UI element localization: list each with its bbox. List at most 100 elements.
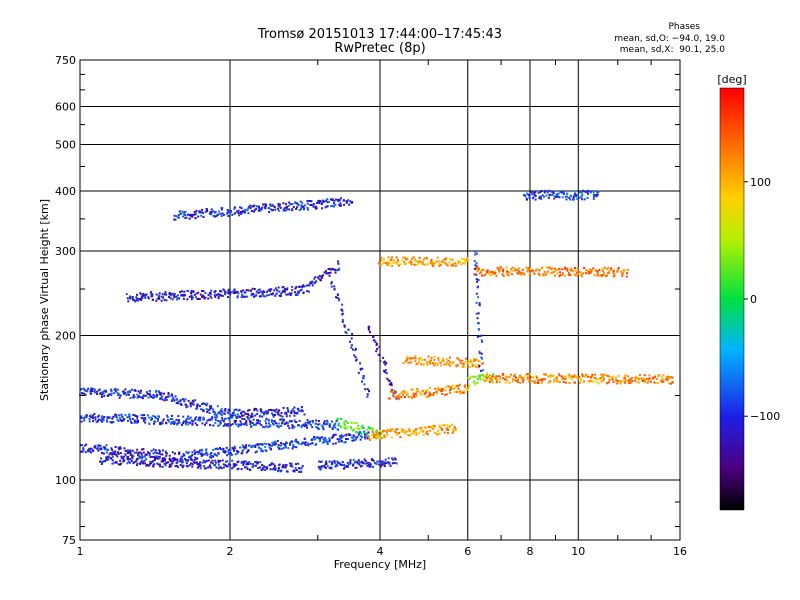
data-point	[354, 356, 357, 359]
data-point	[278, 463, 281, 466]
data-point	[631, 377, 634, 379]
data-point	[89, 450, 91, 453]
data-point	[353, 354, 356, 357]
data-point	[210, 418, 213, 421]
data-point	[482, 268, 485, 271]
data-point	[182, 398, 185, 401]
data-point	[217, 459, 220, 462]
data-point	[558, 196, 561, 199]
data-point	[510, 268, 513, 271]
data-point	[563, 193, 565, 195]
data-point	[385, 372, 388, 375]
data-point	[293, 406, 296, 409]
data-point	[243, 448, 246, 450]
data-point	[453, 391, 456, 393]
data-point	[437, 429, 440, 432]
data-point	[224, 293, 226, 296]
data-point	[299, 285, 302, 288]
data-point	[415, 394, 418, 397]
data-point	[416, 260, 419, 263]
data-point	[257, 461, 259, 464]
data-point	[403, 260, 406, 263]
data-point	[113, 453, 116, 456]
data-point	[277, 467, 280, 469]
data-point	[266, 412, 269, 415]
data-point	[349, 434, 352, 437]
data-point	[282, 202, 285, 205]
data-point	[508, 381, 511, 384]
data-point	[388, 462, 391, 464]
data-point	[666, 379, 669, 382]
data-point	[247, 206, 250, 209]
data-point	[366, 388, 369, 391]
data-point	[311, 438, 314, 441]
data-point	[454, 387, 457, 390]
data-point	[105, 458, 108, 461]
data-point	[220, 294, 223, 297]
data-point	[149, 292, 152, 295]
data-point	[173, 214, 176, 217]
data-point	[158, 456, 161, 458]
data-point	[157, 463, 160, 466]
data-point	[102, 446, 105, 449]
data-point	[526, 192, 529, 195]
data-point	[116, 455, 119, 458]
data-point	[488, 374, 491, 377]
data-point	[159, 450, 161, 453]
data-point	[350, 344, 353, 347]
data-point	[187, 451, 190, 454]
data-point	[258, 288, 261, 291]
data-point	[581, 193, 584, 196]
data-point	[361, 380, 363, 383]
data-point	[477, 296, 480, 299]
data-point	[225, 450, 228, 453]
data-point	[555, 269, 558, 272]
data-point	[131, 449, 134, 452]
data-point	[318, 202, 321, 205]
data-point	[576, 266, 579, 269]
data-point	[195, 209, 198, 212]
data-point	[220, 215, 223, 218]
data-point	[495, 379, 498, 382]
data-point	[156, 297, 159, 300]
data-point	[370, 427, 373, 429]
data-point	[627, 268, 630, 271]
data-point	[397, 260, 400, 263]
data-point	[191, 451, 194, 454]
data-point	[331, 420, 333, 423]
data-point	[158, 292, 161, 295]
data-point	[619, 380, 621, 383]
data-point	[433, 424, 436, 427]
data-point	[107, 448, 110, 451]
data-point	[169, 465, 172, 468]
data-point	[232, 414, 234, 417]
data-point	[447, 385, 450, 388]
data-point	[187, 423, 190, 426]
data-point	[459, 383, 461, 386]
data-point	[447, 359, 450, 362]
data-point	[171, 451, 174, 454]
data-point	[284, 206, 287, 209]
data-point	[552, 271, 555, 274]
data-point	[336, 417, 339, 420]
data-point	[123, 455, 126, 458]
data-point	[280, 292, 283, 295]
data-point	[100, 395, 103, 398]
data-point	[538, 197, 541, 200]
data-point	[395, 428, 398, 431]
data-point	[464, 384, 467, 387]
data-point	[395, 256, 398, 259]
data-point	[188, 464, 191, 467]
data-point	[473, 273, 476, 276]
data-point	[576, 376, 579, 379]
data-point	[301, 285, 304, 288]
data-point	[262, 413, 265, 416]
data-point	[201, 208, 204, 211]
data-point	[80, 387, 83, 390]
data-point	[466, 377, 469, 380]
data-point	[266, 294, 269, 297]
data-point	[469, 365, 472, 368]
data-point	[480, 374, 483, 377]
data-point	[221, 212, 224, 215]
data-point	[279, 425, 282, 427]
